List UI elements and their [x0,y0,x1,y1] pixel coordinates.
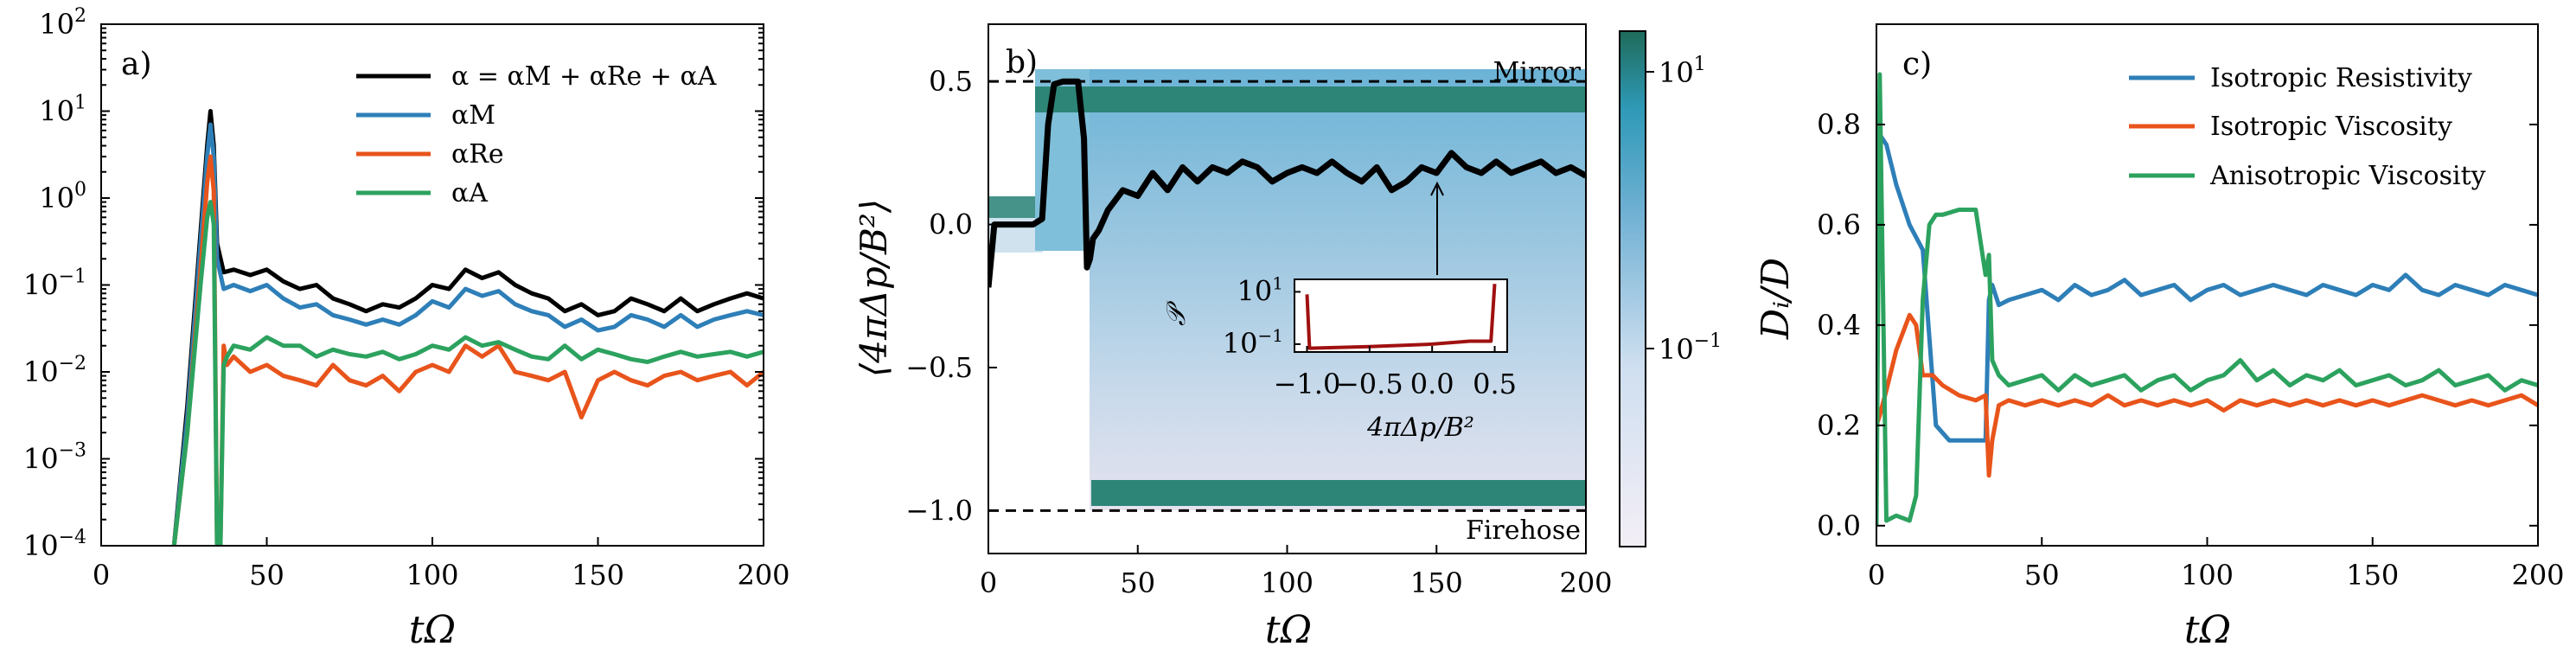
b-ytick-label: −1.0 [905,494,973,527]
inset-xtick-label: 0.0 [1410,368,1454,400]
mirror-label: Mirror [1493,57,1582,87]
colorbar-tick-label-high: 101 [1659,54,1706,89]
panel-a: 0 50 100 150 200 10−4 10−3 10−2 10−1 100 101 102 a)… [23,5,790,652]
series--a [171,200,764,546]
heatmap-mirror-band [1035,86,1586,112]
series--m [171,122,764,546]
firehose-label: Firehose [1466,515,1581,546]
series-mean-pressure-anisotropy [988,78,1586,288]
c-xtick-label: 50 [2024,559,2060,592]
panel-c-legend: Isotropic Resistivity Isotropic Viscosit… [2129,63,2486,191]
inset-arrow-head [1430,181,1444,196]
panel-c-ylabel: Dᵢ/D [1754,258,1798,340]
legend-label-alpha-re: αRe [451,139,504,170]
panel-b-ylabel: ⟨4πΔp/B²⟩ [853,199,895,377]
panel-b-heatmap [988,24,1586,554]
series--re [171,154,764,546]
panel-c-axes: 0 50 100 150 200 0.0 0.2 0.4 0.6 0.8 [1817,108,2564,592]
c-xtick-label: 200 [2511,559,2564,592]
c-xtick-label: 0 [1868,559,1885,592]
a-ytick-label: 101 [39,93,86,128]
b-xtick-label: 100 [1261,566,1314,599]
c-ytick-label: 0.4 [1817,309,1861,342]
panel-c-frame [1876,23,2539,547]
a-ytick-label: 100 [39,179,86,214]
b-xtick-label: 50 [1120,566,1155,599]
series-isotropic-resistivity [1876,132,2538,443]
panel-c-lines [1876,72,2538,526]
panel-a-legend: α = αM + αRe + αA αM αRe αA [356,61,717,208]
panel-b-lines [988,78,1586,512]
a-ytick-label: 10−1 [23,266,86,302]
panel-a-axes: 0 50 100 150 200 10−4 10−3 10−2 10−1 100 101 102 [23,5,790,592]
b-xtick-label: 150 [1410,566,1463,599]
inset-ytick-label: 10−1 [1223,325,1283,360]
a-xtick-label: 100 [406,559,458,592]
a-xtick-label: 50 [249,559,284,592]
b-xtick-label: 0 [980,566,997,599]
a-xtick-label: 150 [572,559,624,592]
inset-xtick-label: −0.5 [1336,368,1403,400]
inset-axes: −1.0−0.5 0.0 0.5 101 10−1 [1223,272,1517,400]
c-ytick-label: 0.2 [1817,409,1861,442]
b-ytick-label: 0.0 [929,208,973,241]
inset-xtick-label: 0.5 [1473,368,1517,400]
legend-label-iso-viscosity: Isotropic Viscosity [2210,112,2452,142]
heatmap-early-band [988,196,1043,218]
a-ytick-label: 10−2 [23,353,86,388]
panel-c: 0 50 100 150 200 0.0 0.2 0.4 0.6 0.8 c) tΩ Dᵢ/D I… [1754,23,2565,652]
c-ytick-label: 0.8 [1817,108,1861,141]
c-xtick-label: 150 [2346,559,2399,592]
series-anisotropic-viscosity [1876,72,2538,526]
series--m-re-a [171,109,764,546]
legend-label-aniso-viscosity: Anisotropic Viscosity [2209,161,2486,191]
series-- [1305,284,1497,350]
inset-lines [1305,284,1497,350]
a-xtick-label: 0 [93,559,110,592]
a-ytick-label: 10−4 [23,527,86,562]
panel-b-title: b) [1006,45,1038,80]
panel-b-xlabel: tΩ [1265,608,1312,652]
legend-label-alpha: α = αM + αRe + αA [451,61,717,92]
legend-label-alpha-a: αA [451,178,488,208]
panel-a-lines [171,109,764,546]
inset-ytick-label: 101 [1237,272,1283,307]
inset-xtick-label: −1.0 [1274,368,1341,400]
b-ytick-label: −0.5 [905,351,973,384]
inset-xlabel: 4πΔp/B² [1366,413,1474,443]
panel-a-xlabel: tΩ [409,608,456,652]
c-ytick-label: 0.6 [1817,208,1861,241]
b-xtick-label: 200 [1559,566,1612,599]
colorbar [1619,30,1646,547]
panel-c-xlabel: tΩ [2184,608,2231,652]
legend-label-alpha-m: αM [451,100,495,131]
heatmap-firehose-band [1091,480,1586,506]
panel-a-title: a) [121,47,152,82]
c-xtick-label: 100 [2181,559,2234,592]
a-ytick-label: 102 [39,5,86,41]
a-xtick-label: 200 [737,559,789,592]
panel-c-title: c) [1902,47,1932,82]
colorbar-tick-label-low: 10−1 [1659,330,1722,366]
legend-label-iso-resistivity: Isotropic Resistivity [2210,63,2472,93]
c-ytick-label: 0.0 [1817,509,1861,542]
series-isotropic-viscosity [1876,312,2538,478]
b-ytick-label: 0.5 [929,65,973,98]
a-ytick-label: 10−3 [23,440,86,476]
